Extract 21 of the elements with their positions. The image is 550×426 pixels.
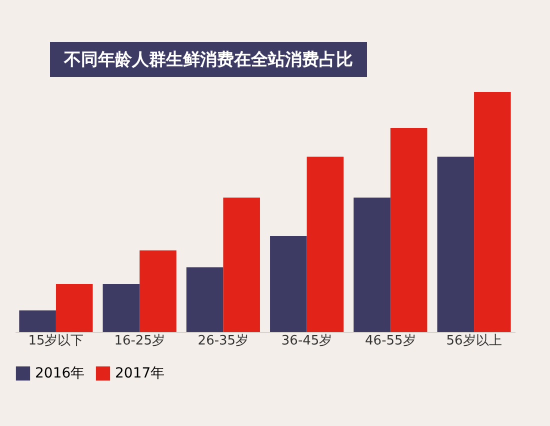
x-tick-label: 16-25岁 [114,334,165,348]
bar [223,198,260,332]
x-tick-label: 26-35岁 [198,334,249,348]
bar [306,156,344,332]
bar [140,250,176,332]
bar [186,267,224,332]
bar [19,310,56,332]
bar [390,128,428,332]
bar [56,284,93,332]
x-tick-label: 56岁以上 [446,334,502,348]
x-tick-label: 15岁以下 [28,334,84,348]
chart-title: 不同年龄人群生鲜消费在全站消费占比 [50,42,367,77]
legend-label: 2016年 [35,365,85,382]
bar [437,156,474,332]
legend-label: 2017年 [115,365,165,382]
bar [474,92,511,332]
x-tick-label: 36-45岁 [281,334,332,348]
bar [270,236,307,332]
bar [354,198,390,332]
bar [102,284,140,332]
x-tick-label: 46-55岁 [365,334,416,348]
